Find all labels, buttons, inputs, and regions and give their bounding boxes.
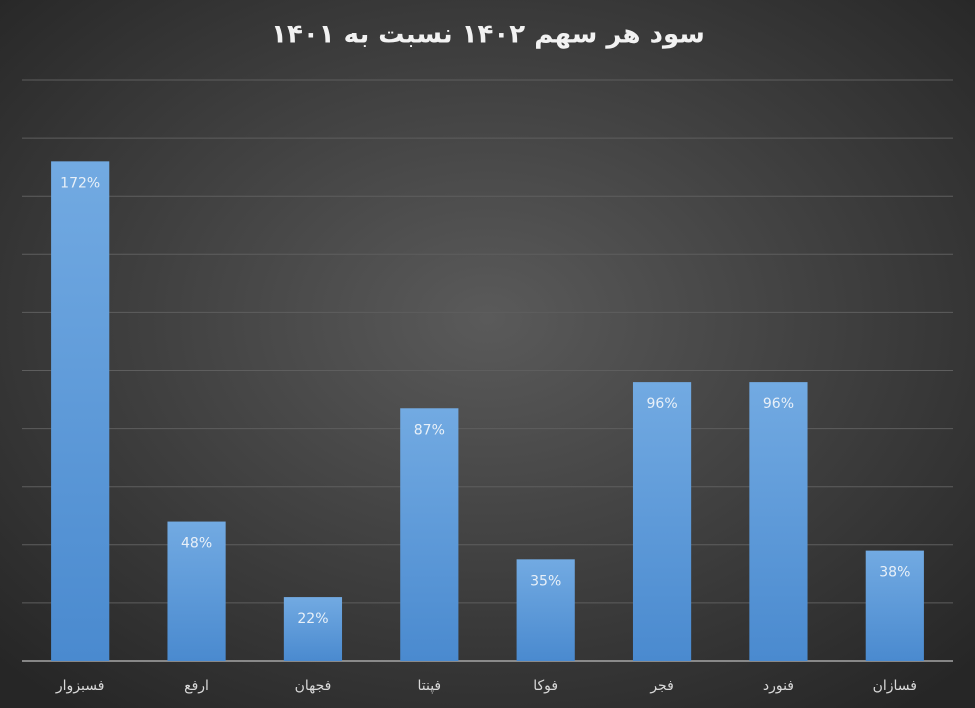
bar [400, 408, 459, 661]
x-tick-label: فجر [649, 678, 673, 694]
bar [516, 559, 575, 661]
data-label: 96% [647, 396, 678, 412]
data-label: 48% [181, 536, 212, 552]
bar [283, 597, 343, 661]
x-tick-label: فنورد [763, 678, 794, 694]
x-tick-label: فسبزوار [55, 678, 105, 694]
chart-title: سود هر سهم ۱۴۰۲ نسبت به ۱۴۰۱ [271, 20, 705, 50]
data-label: 38% [879, 565, 910, 581]
x-tick-label: فجهان [295, 678, 332, 694]
x-tick-label: فپنتا [417, 678, 441, 694]
bar [865, 550, 924, 661]
x-tick-label: ارفع [184, 678, 209, 694]
data-label: 172% [60, 175, 100, 191]
bar [632, 382, 692, 661]
data-label: 87% [414, 422, 445, 438]
bar [749, 382, 808, 661]
x-tick-label: فوکا [533, 678, 558, 694]
data-label: 96% [763, 396, 794, 412]
bar [51, 161, 110, 661]
bar [167, 521, 226, 661]
data-label: 22% [297, 611, 328, 627]
x-tick-label: فسازان [873, 678, 917, 694]
data-label: 35% [530, 573, 561, 589]
